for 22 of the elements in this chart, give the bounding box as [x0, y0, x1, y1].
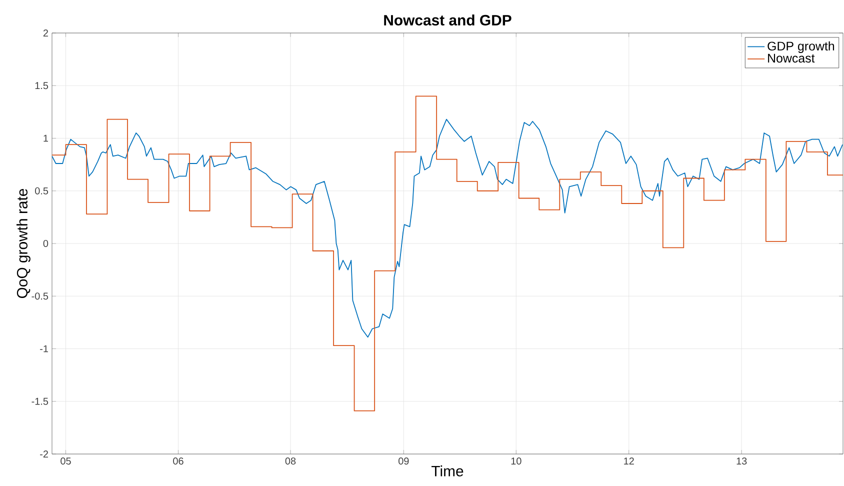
line-series — [52, 118, 844, 338]
legend-label: Nowcast — [768, 54, 815, 63]
x-axis-title: Time — [432, 465, 464, 476]
y-tick-label: 1.5 — [35, 82, 48, 90]
y-tick-label: -2 — [40, 450, 48, 458]
x-tick-label: 10 — [511, 458, 522, 465]
x-tick-label: 12 — [624, 458, 634, 464]
legend-label: GDP growth — [768, 41, 834, 53]
y-tick-label: 2 — [43, 30, 48, 36]
chart-title: Nowcast and GDP — [384, 14, 512, 26]
x-tick-label: 08 — [285, 458, 296, 465]
y-tick-label: 1 — [44, 134, 48, 142]
y-tick-label: 0 — [43, 240, 48, 248]
y-axis-title: QoQ growth rate — [16, 188, 30, 298]
y-tick-label: -1 — [40, 345, 48, 352]
y-tick-label: -0.5 — [32, 292, 48, 300]
y-tick-label: -1.5 — [32, 398, 48, 405]
x-tick-label: 05 — [60, 458, 71, 465]
y-tick-label: 0.5 — [35, 187, 48, 194]
x-tick-label: 09 — [398, 458, 409, 465]
x-tick-label: 06 — [173, 458, 184, 465]
x-tick-label: 13 — [736, 458, 747, 465]
